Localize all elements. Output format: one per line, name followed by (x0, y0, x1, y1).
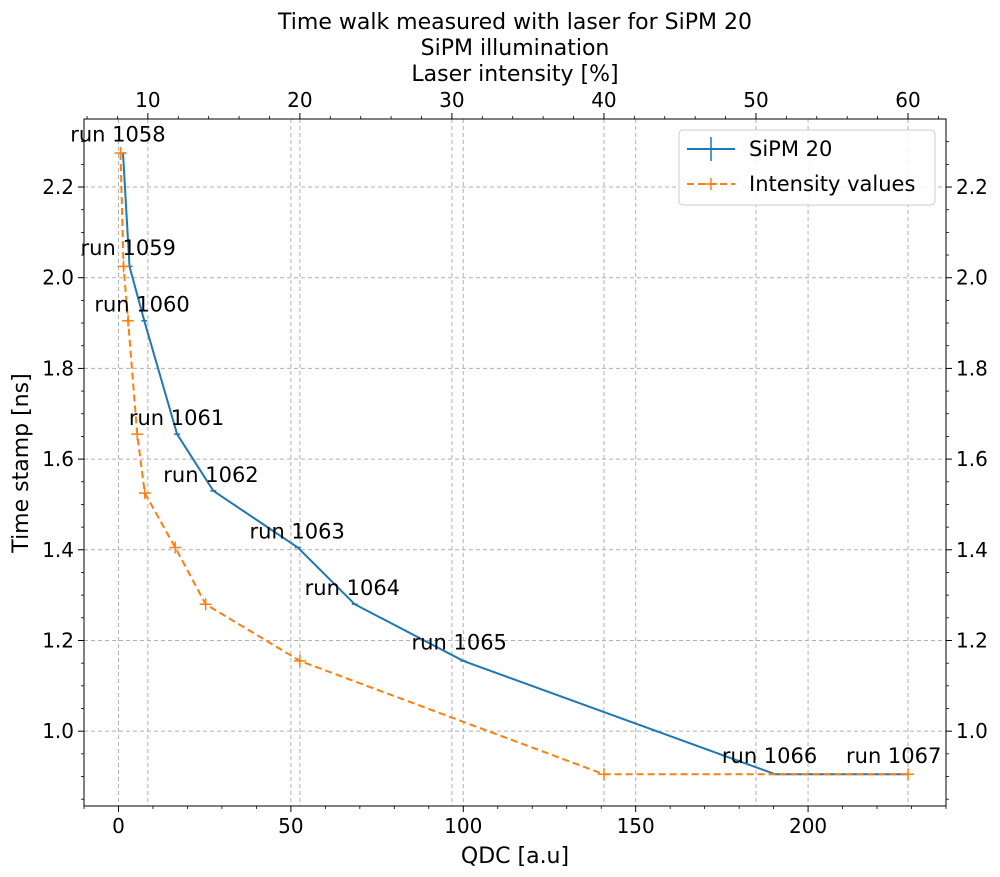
grid (84, 119, 946, 806)
legend-label: Intensity values (749, 172, 915, 196)
run-annotation: run 1060 (94, 293, 189, 317)
y-tick-label-right: 2.2 (956, 175, 988, 199)
y-axis-label: Time stamp [ns] (9, 373, 34, 553)
top-tick-label: 50 (743, 88, 768, 112)
run-annotation: run 1067 (846, 744, 941, 768)
chart-title: Time walk measured with laser for SiPM 2… (277, 10, 752, 35)
y-tick-label-left: 1.6 (42, 447, 74, 471)
y-tick-label-left: 1.8 (42, 356, 74, 380)
x-tick-label: 150 (617, 814, 655, 838)
run-annotation: run 1061 (129, 406, 224, 430)
x-tick-label: 200 (789, 814, 827, 838)
run-annotation: run 1064 (305, 576, 400, 600)
y-tick-label-right: 1.2 (956, 628, 988, 652)
top-tick-label: 20 (287, 88, 312, 112)
y-tick-label-left: 1.2 (42, 628, 74, 652)
y-tick-label-left: 1.0 (42, 719, 74, 743)
x-axis-label: QDC [a.u] (461, 844, 569, 869)
top-tick-label: 60 (895, 88, 920, 112)
series-line (122, 152, 909, 776)
y-tick-label-left: 2.0 (42, 266, 74, 290)
y-tick-label-right: 1.4 (956, 538, 988, 562)
top-tick-label: 10 (135, 88, 160, 112)
legend-label: SiPM 20 (749, 137, 832, 161)
y-tick-label-left: 2.2 (42, 175, 74, 199)
plot-frame (83, 118, 947, 807)
y-tick-label-right: 1.8 (956, 356, 988, 380)
axes: 0 50 100 150 200 10 20 30 40 50 60 1.0 1.0 1.2 1.2 1.4 1… (42, 88, 988, 838)
x-tick-label: 100 (444, 814, 482, 838)
run-annotation: run 1062 (163, 463, 258, 487)
annotations: run 1058 run 1059 run 1060 run 1061 run 1062… (70, 123, 941, 768)
y-tick-label-right: 1.6 (956, 447, 988, 471)
series-layer (114, 147, 914, 781)
run-annotation: run 1058 (70, 123, 165, 147)
top-axis-title: SiPM illumination (421, 36, 610, 61)
top-tick-label: 30 (439, 88, 464, 112)
top-tick-label: 40 (591, 88, 616, 112)
y-tick-label-right: 2.0 (956, 266, 988, 290)
run-annotation: run 1059 (81, 236, 176, 260)
run-annotation: run 1065 (412, 631, 507, 655)
run-annotation: run 1063 (250, 519, 345, 543)
x-tick-label: 0 (112, 814, 125, 838)
y-tick-label-left: 1.4 (42, 538, 74, 562)
legend-box (678, 129, 936, 206)
legend: SiPM 20 Intensity values (678, 129, 936, 206)
top-axis-label: Laser intensity [%] (411, 62, 618, 87)
run-annotation: run 1066 (722, 744, 817, 768)
x-tick-label: 50 (278, 814, 303, 838)
y-tick-label-right: 1.0 (956, 719, 988, 743)
series-line (119, 152, 908, 776)
